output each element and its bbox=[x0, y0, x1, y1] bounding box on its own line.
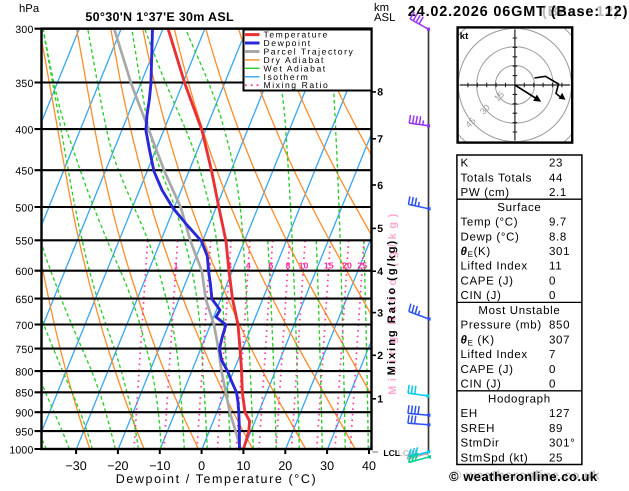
svg-text:307: 307 bbox=[549, 334, 570, 346]
svg-text:0: 0 bbox=[549, 276, 556, 288]
svg-text:LCL: LCL bbox=[383, 448, 400, 458]
svg-text:Parcel Trajectory: Parcel Trajectory bbox=[264, 47, 355, 57]
svg-text:Dewpoint: Dewpoint bbox=[264, 38, 312, 48]
svg-text:1000: 1000 bbox=[9, 444, 33, 456]
svg-text:© weatheronline.co.uk: © weatheronline.co.uk bbox=[452, 468, 601, 483]
svg-text:400: 400 bbox=[15, 125, 33, 137]
svg-text:θE(K): θE(K) bbox=[461, 246, 491, 259]
svg-text:Surface: Surface bbox=[497, 202, 541, 214]
svg-text:6: 6 bbox=[269, 261, 274, 271]
svg-text:hPa: hPa bbox=[19, 3, 40, 15]
svg-text:K: K bbox=[461, 158, 469, 170]
svg-text:Hodograph: Hodograph bbox=[488, 393, 551, 405]
svg-text:Most Unstable: Most Unstable bbox=[478, 305, 560, 317]
svg-text:EH: EH bbox=[461, 408, 478, 420]
svg-text:CIN (J): CIN (J) bbox=[461, 379, 502, 391]
svg-text:900: 900 bbox=[15, 408, 33, 420]
svg-text:50°30'N 1°37'E 30m ASL: 50°30'N 1°37'E 30m ASL bbox=[85, 10, 234, 24]
svg-text:850: 850 bbox=[549, 320, 570, 332]
svg-text:23: 23 bbox=[549, 158, 563, 170]
svg-text:0: 0 bbox=[198, 459, 205, 473]
svg-text:CAPE (J): CAPE (J) bbox=[461, 276, 514, 288]
svg-text:40: 40 bbox=[362, 459, 376, 473]
svg-text:1: 1 bbox=[174, 261, 179, 271]
svg-text:CAPE (J): CAPE (J) bbox=[461, 364, 514, 376]
svg-text:Dry Adiabat: Dry Adiabat bbox=[264, 55, 325, 65]
svg-text:10: 10 bbox=[299, 261, 309, 271]
svg-text:24.02.2026 06GMT (Base: 12): 24.02.2026 06GMT (Base: 12) bbox=[408, 4, 628, 20]
svg-text:6: 6 bbox=[377, 180, 383, 192]
svg-text:127: 127 bbox=[549, 408, 570, 420]
svg-text:Pressure (mb): Pressure (mb) bbox=[461, 320, 542, 332]
svg-text:Isotherm: Isotherm bbox=[264, 72, 310, 82]
svg-text:89: 89 bbox=[549, 423, 563, 435]
svg-text:Temperature: Temperature bbox=[264, 30, 329, 40]
svg-text:−10: −10 bbox=[149, 459, 170, 473]
svg-text:PW (cm): PW (cm) bbox=[461, 187, 510, 199]
svg-text:301: 301 bbox=[549, 246, 570, 258]
svg-text:Mixing Ratio (g/kg): Mixing Ratio (g/kg) bbox=[386, 239, 398, 375]
svg-text:θE (K): θE (K) bbox=[461, 334, 495, 347]
svg-text:Temp (°C): Temp (°C) bbox=[461, 217, 519, 229]
svg-text:StmDir: StmDir bbox=[461, 438, 500, 450]
svg-text:850: 850 bbox=[15, 388, 33, 400]
svg-text:Dewp (°C): Dewp (°C) bbox=[461, 231, 520, 243]
svg-text:(Base: 12): (Base: 12) bbox=[542, 4, 620, 20]
svg-text:20: 20 bbox=[342, 261, 352, 271]
svg-text:© weatheronline.co.uk: © weatheronline.co.uk bbox=[449, 469, 598, 484]
svg-text:44: 44 bbox=[549, 172, 563, 184]
svg-text:301°: 301° bbox=[549, 438, 575, 450]
svg-text:8: 8 bbox=[377, 87, 383, 99]
svg-text:11: 11 bbox=[549, 261, 562, 273]
svg-text:−20: −20 bbox=[107, 459, 128, 473]
svg-text:8: 8 bbox=[286, 261, 291, 271]
svg-text:0: 0 bbox=[549, 364, 556, 376]
svg-text:0: 0 bbox=[549, 290, 556, 302]
svg-text:15: 15 bbox=[324, 261, 334, 271]
svg-text:10: 10 bbox=[236, 459, 250, 473]
svg-text:30: 30 bbox=[320, 459, 334, 473]
svg-text:350: 350 bbox=[15, 78, 33, 90]
svg-text:8.8: 8.8 bbox=[549, 231, 567, 243]
svg-text:25: 25 bbox=[549, 452, 563, 464]
svg-text:550: 550 bbox=[15, 236, 33, 248]
svg-text:Mixing Ratio (g/kg): Mixing Ratio (g/kg) bbox=[387, 209, 399, 395]
svg-text:kt: kt bbox=[460, 31, 469, 42]
svg-text:Lifted Index: Lifted Index bbox=[461, 349, 528, 361]
svg-text:2.1: 2.1 bbox=[549, 187, 567, 199]
svg-text:300: 300 bbox=[15, 24, 33, 36]
svg-text:7: 7 bbox=[549, 349, 556, 361]
svg-text:Dewpoint / Temperature (°C): Dewpoint / Temperature (°C) bbox=[116, 472, 318, 486]
svg-text:−30: −30 bbox=[65, 459, 86, 473]
svg-text:StmSpd (kt): StmSpd (kt) bbox=[461, 452, 529, 464]
svg-text:450: 450 bbox=[15, 166, 33, 178]
svg-text:800: 800 bbox=[15, 367, 33, 379]
svg-text:Lifted Index: Lifted Index bbox=[461, 261, 528, 273]
svg-text:SREH: SREH bbox=[461, 423, 496, 435]
svg-text:2: 2 bbox=[377, 350, 383, 362]
svg-text:LCL: LCL bbox=[398, 448, 415, 458]
svg-text:1: 1 bbox=[377, 394, 383, 406]
svg-text:0: 0 bbox=[549, 379, 556, 391]
svg-text:ASL: ASL bbox=[374, 12, 395, 24]
svg-text:750: 750 bbox=[15, 344, 33, 356]
svg-text:4: 4 bbox=[377, 266, 383, 278]
svg-text:3: 3 bbox=[377, 307, 383, 319]
svg-text:5: 5 bbox=[377, 223, 383, 235]
svg-text:700: 700 bbox=[15, 320, 33, 332]
svg-text:25: 25 bbox=[357, 261, 367, 271]
svg-text:Wet Adiabat: Wet Adiabat bbox=[264, 63, 327, 73]
svg-text:950: 950 bbox=[15, 427, 33, 439]
svg-text:4: 4 bbox=[246, 261, 251, 271]
svg-text:20: 20 bbox=[278, 459, 292, 473]
svg-text:Totals Totals: Totals Totals bbox=[461, 172, 533, 184]
svg-text:Mixing Ratio: Mixing Ratio bbox=[264, 80, 330, 90]
svg-text:600: 600 bbox=[15, 266, 33, 278]
svg-text:500: 500 bbox=[15, 202, 33, 214]
svg-text:km: km bbox=[374, 2, 389, 14]
svg-text:650: 650 bbox=[15, 294, 33, 306]
svg-text:9.7: 9.7 bbox=[549, 217, 567, 229]
svg-text:7: 7 bbox=[377, 134, 383, 146]
svg-text:CIN (J): CIN (J) bbox=[461, 290, 502, 302]
